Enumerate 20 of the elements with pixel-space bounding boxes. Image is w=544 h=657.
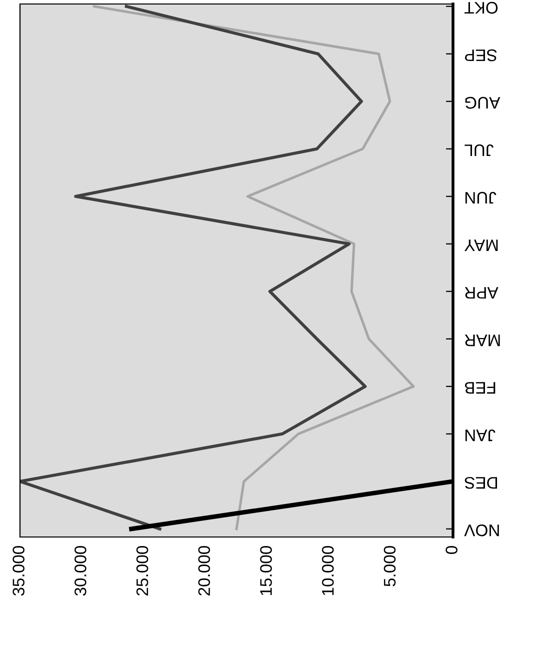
y-tick-label: DES	[464, 476, 498, 489]
y-tick-label: AUG	[465, 96, 500, 109]
y-tick-label: MAY	[464, 240, 498, 252]
y-tick-label: SEP	[464, 49, 497, 62]
x-tick-label: 20.000	[198, 546, 210, 596]
y-tick-label: APR	[464, 287, 498, 299]
y-tick-label: NOV	[464, 524, 499, 536]
x-tick-label: 5.000	[384, 546, 396, 586]
y-tick-label: JUL	[464, 144, 494, 156]
x-tick-label: 25.000	[136, 546, 148, 596]
y-tick-label: JUN	[465, 192, 496, 204]
x-tick-label: 35.000	[12, 546, 24, 596]
y-tick-label: FEB	[464, 382, 496, 394]
x-tick-label: 15.000	[260, 546, 272, 596]
x-tick-label: 10.000	[322, 546, 334, 596]
y-tick-label: MAR	[464, 334, 500, 346]
x-tick-label: 0	[446, 546, 458, 554]
y-tick-label: OKT	[464, 2, 498, 14]
x-tick-label: 30.000	[74, 546, 86, 596]
y-tick-label: JAN	[465, 429, 496, 442]
